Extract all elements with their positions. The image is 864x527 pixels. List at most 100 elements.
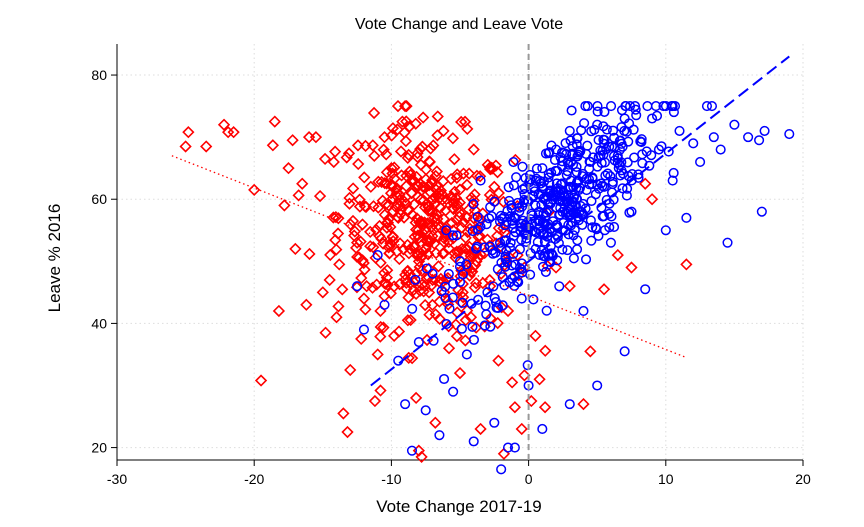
- labour-point: [481, 158, 494, 171]
- conservative-point: [621, 190, 632, 201]
- labour-point: [464, 249, 477, 263]
- conservative-point: [640, 284, 651, 295]
- conservative-point: [486, 211, 497, 222]
- conservative-point: [539, 236, 550, 247]
- labour-point: [364, 225, 377, 239]
- x-axis-title: Vote Change 2017-19: [376, 497, 541, 516]
- conservative-point: [647, 113, 658, 124]
- labour-point: [248, 183, 261, 197]
- labour-point: [515, 422, 528, 436]
- conservative-point: [604, 198, 615, 209]
- labour-point: [200, 140, 213, 153]
- labour-point: [449, 318, 462, 331]
- labour-point: [405, 352, 419, 365]
- labour-point: [431, 110, 444, 123]
- conservative-point: [540, 148, 551, 159]
- chart-title: Vote Change and Leave Vote: [355, 16, 563, 33]
- conservative-point: [759, 125, 770, 136]
- conservative-point: [560, 225, 571, 236]
- conservative-point: [606, 141, 617, 152]
- labour-point: [364, 240, 377, 253]
- conservative-point: [514, 244, 525, 255]
- conservative-point: [560, 207, 571, 219]
- conservative-point: [461, 259, 472, 270]
- x-tick-label: 20: [795, 471, 811, 487]
- labour-point: [374, 330, 387, 343]
- labour-point: [439, 204, 452, 217]
- conservative-point: [506, 200, 517, 211]
- y-tick-label: 60: [91, 191, 107, 207]
- y-axis-title: Leave % 2016: [45, 204, 64, 313]
- labour-point: [451, 198, 464, 212]
- conservative-point: [539, 251, 550, 262]
- labour-point: [366, 281, 379, 294]
- fit-lines: [171, 44, 790, 460]
- labour-point: [355, 332, 368, 346]
- labour-point: [323, 273, 336, 287]
- labour-point: [388, 161, 401, 174]
- labour-point: [414, 193, 427, 206]
- labour-point: [433, 312, 446, 326]
- conservative-point: [510, 259, 521, 270]
- conservative-point: [609, 132, 620, 143]
- labour-point: [337, 407, 350, 420]
- labour-point: [352, 157, 365, 171]
- conservative-point: [525, 214, 536, 225]
- conservative-point: [483, 213, 495, 224]
- labour-point: [319, 326, 332, 339]
- conservative-point: [568, 192, 579, 203]
- conservative-point: [708, 132, 719, 143]
- labour-point: [430, 165, 443, 178]
- conservative-point: [413, 336, 424, 348]
- labour-point: [227, 126, 240, 139]
- labour-point: [437, 246, 451, 260]
- labour-point: [417, 218, 430, 231]
- conservative-point: [508, 180, 519, 191]
- labour-point: [423, 179, 436, 192]
- labour-point: [400, 276, 413, 289]
- labour-point: [456, 277, 469, 291]
- conservative-point: [637, 158, 648, 169]
- conservative-point: [580, 203, 591, 214]
- conservative-point: [619, 346, 630, 357]
- conservative-point: [592, 101, 603, 112]
- conservative-point: [491, 302, 502, 313]
- conservative-point: [509, 442, 520, 453]
- labour-point: [374, 384, 387, 397]
- labour-point: [429, 308, 442, 321]
- labour-point: [388, 280, 401, 293]
- labour-point: [491, 316, 504, 330]
- x-tick-label: 10: [658, 471, 674, 487]
- labour-point: [448, 153, 461, 166]
- conservative-point: [454, 261, 466, 272]
- conservative-point: [609, 155, 620, 166]
- conservative-point: [597, 145, 608, 156]
- labour-point: [445, 216, 459, 230]
- conservative-point: [581, 185, 592, 196]
- conservative-point: [510, 213, 521, 224]
- conservative-point: [504, 277, 515, 288]
- labour-point: [415, 217, 428, 230]
- labour-point: [381, 278, 394, 291]
- conservative-point: [674, 125, 685, 136]
- conservative-point: [543, 172, 554, 183]
- labour-point: [441, 294, 454, 307]
- labour-point: [364, 180, 377, 193]
- labour-point: [318, 152, 332, 166]
- labour-point: [639, 177, 652, 190]
- conservative-point: [604, 208, 615, 219]
- labour-point: [455, 115, 468, 129]
- conservative-point: [481, 309, 492, 320]
- labour-point: [461, 122, 474, 136]
- labour-point: [296, 177, 309, 190]
- labour-point: [433, 221, 447, 234]
- labour-point: [386, 230, 399, 243]
- labour-point: [412, 231, 425, 245]
- labour-point: [182, 126, 195, 139]
- conservative-point: [743, 132, 754, 143]
- conservative-point: [456, 323, 467, 334]
- conservative-point: [451, 230, 462, 241]
- labour-point: [393, 193, 406, 207]
- labour-point: [484, 312, 497, 325]
- labour-point: [459, 334, 472, 347]
